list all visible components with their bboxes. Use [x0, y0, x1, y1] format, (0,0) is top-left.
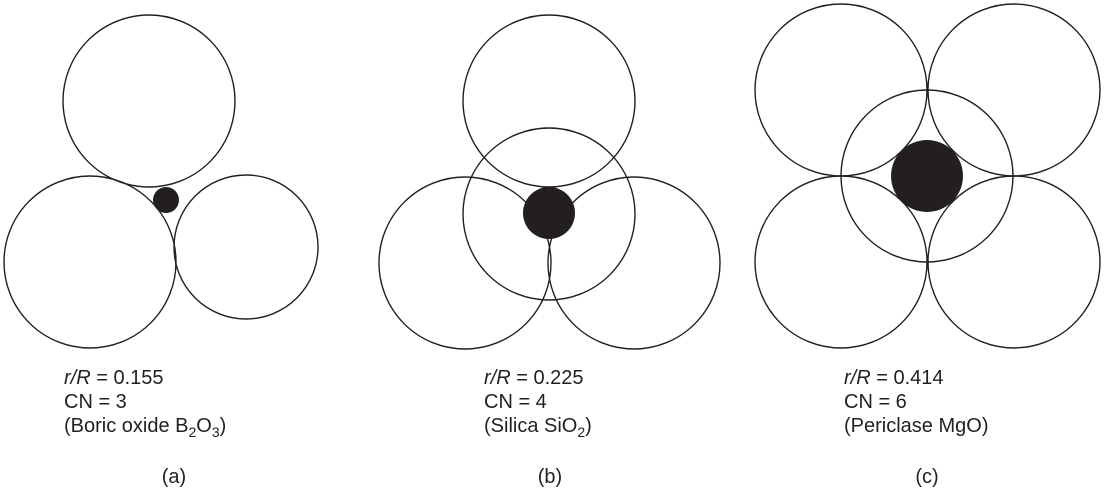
- ratio-line: r/R = 0.414: [844, 366, 988, 390]
- panel-b-anions: [379, 15, 720, 349]
- anion-bottom-left: [755, 176, 927, 348]
- panel-a-label: (a): [144, 465, 204, 489]
- panel-b-label: (b): [520, 465, 580, 489]
- cation-b: [523, 187, 575, 239]
- panel-c-label: (c): [897, 465, 957, 489]
- cation-a: [153, 187, 179, 213]
- cation-c: [891, 140, 963, 212]
- anion-top-right: [928, 4, 1100, 176]
- cn-line: CN = 4: [484, 390, 592, 414]
- ratio-line: r/R = 0.155: [64, 366, 226, 390]
- anion-top-left: [755, 4, 927, 176]
- anion-right: [174, 175, 318, 319]
- anion-top: [463, 15, 635, 187]
- anion-left: [4, 176, 176, 348]
- panel-a-anions: [4, 15, 318, 348]
- cn-line: CN = 6: [844, 390, 988, 414]
- anion-top: [63, 15, 235, 187]
- panel-c-caption: r/R = 0.414 CN = 6 (Periclase MgO): [844, 366, 988, 438]
- cn-line: CN = 3: [64, 390, 226, 414]
- panel-a-caption: r/R = 0.155 CN = 3 (Boric oxide B2O3): [64, 366, 226, 438]
- compound-line: (Silica SiO2): [484, 414, 592, 438]
- compound-line: (Boric oxide B2O3): [64, 414, 226, 438]
- ratio-line: r/R = 0.225: [484, 366, 592, 390]
- anion-bottom-right: [928, 176, 1100, 348]
- compound-line: (Periclase MgO): [844, 414, 988, 438]
- panel-b-caption: r/R = 0.225 CN = 4 (Silica SiO2): [484, 366, 592, 438]
